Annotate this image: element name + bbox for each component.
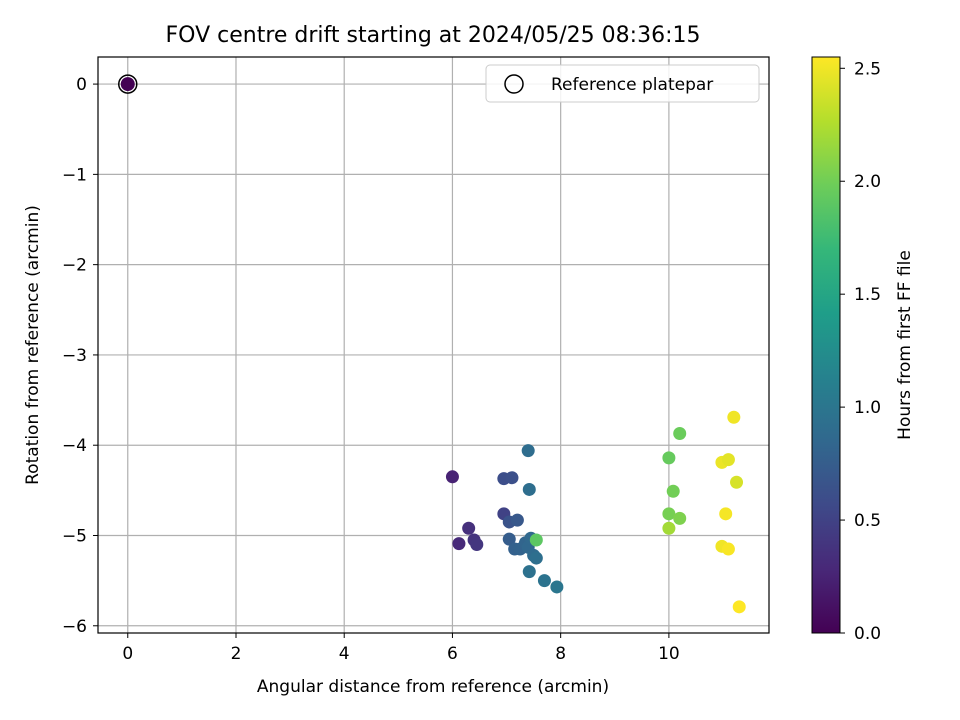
data-point — [529, 533, 543, 547]
legend: Reference platepar — [485, 64, 760, 103]
colorbar-tick-label: 1.0 — [854, 398, 881, 418]
data-point — [521, 444, 535, 458]
data-point — [673, 511, 687, 525]
data-point — [730, 475, 744, 489]
data-point — [550, 580, 564, 594]
y-axis-title: Rotation from reference (arcmin) — [23, 205, 43, 485]
x-tick-label: 0 — [122, 644, 133, 664]
colorbar-tick-label: 1.5 — [854, 285, 881, 305]
legend-marker-reference — [504, 74, 524, 94]
colorbar-tick-label: 2.0 — [854, 172, 881, 192]
plot-area — [97, 56, 770, 634]
x-tick-label: 8 — [555, 644, 566, 664]
y-tick-label: −3 — [62, 346, 87, 366]
data-point — [462, 521, 476, 535]
axis-ticks: 0 2 4 6 8 10 0 −1 −2 −3 −4 −5 −6 — [62, 75, 680, 664]
data-point — [502, 532, 516, 546]
y-tick-label: −5 — [62, 526, 87, 546]
y-tick-label: −4 — [62, 436, 87, 456]
data-point — [721, 453, 735, 467]
chart-title: FOV centre drift starting at 2024/05/25 … — [166, 23, 701, 48]
data-point — [727, 410, 741, 424]
grid-lines — [98, 57, 769, 633]
x-tick-label: 4 — [339, 644, 350, 664]
data-point — [510, 513, 524, 527]
reference-point — [120, 77, 135, 92]
colorbar-gradient — [811, 56, 841, 634]
y-tick-label: −6 — [62, 617, 87, 637]
y-tick-label: −2 — [62, 256, 87, 276]
y-tick-label: 0 — [76, 75, 87, 95]
data-point — [662, 507, 676, 521]
colorbar-tick-label: 0.5 — [854, 511, 881, 531]
data-point — [522, 482, 536, 496]
x-tick-label: 6 — [447, 644, 458, 664]
legend-label-reference: Reference platepar — [551, 75, 713, 95]
data-point — [537, 574, 551, 588]
data-point — [662, 451, 676, 465]
data-point — [719, 507, 733, 521]
colorbar-ticks: 0.0 0.5 1.0 1.5 2.0 2.5 — [840, 59, 881, 644]
y-tick-label: −1 — [62, 165, 87, 185]
colorbar-title: Hours from first FF file — [895, 250, 915, 440]
x-tick-label: 10 — [658, 644, 680, 664]
data-point — [666, 484, 680, 498]
data-point — [505, 471, 519, 485]
colorbar-tick-label: 0.0 — [854, 624, 881, 644]
data-point — [732, 600, 746, 614]
data-point — [445, 470, 459, 484]
data-point — [673, 426, 687, 440]
data-point — [452, 537, 466, 551]
colorbar: 0.0 0.5 1.0 1.5 2.0 2.5 Hours from first FF f… — [811, 56, 915, 644]
colorbar-tick-label: 2.5 — [854, 59, 881, 79]
data-point — [470, 538, 484, 552]
data-points — [118, 74, 746, 614]
reference-marker-ring — [118, 74, 138, 94]
data-point — [529, 551, 543, 565]
x-tick-label: 2 — [231, 644, 242, 664]
data-point — [522, 565, 536, 579]
data-point — [721, 542, 735, 556]
data-point — [662, 521, 676, 535]
legend-box — [485, 64, 760, 103]
x-axis-title: Angular distance from reference (arcmin) — [257, 677, 609, 697]
